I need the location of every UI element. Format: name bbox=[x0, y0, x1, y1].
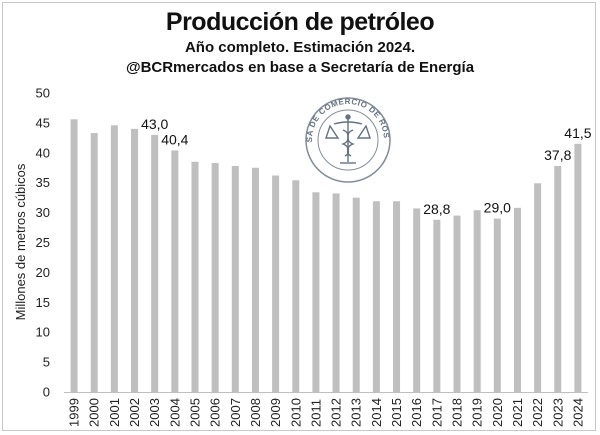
x-tick-label: 2000 bbox=[87, 398, 102, 427]
x-tick-label: 2020 bbox=[490, 398, 505, 427]
y-tick-label: 15 bbox=[36, 295, 50, 310]
x-tick-label: 2006 bbox=[208, 398, 223, 427]
x-tick-label: 2010 bbox=[288, 398, 303, 427]
data-label: 37,8 bbox=[544, 147, 571, 163]
x-tick-label: 2019 bbox=[470, 398, 485, 427]
y-tick-label: 45 bbox=[36, 115, 50, 130]
bar-2022 bbox=[534, 183, 542, 392]
x-tick-label: 2017 bbox=[429, 398, 444, 427]
x-tick-label: 2014 bbox=[369, 398, 384, 427]
bar-2006 bbox=[211, 162, 219, 392]
bar-2012 bbox=[332, 193, 340, 392]
caduceus-scales-icon bbox=[325, 114, 371, 164]
x-tick-label: 2007 bbox=[228, 398, 243, 427]
y-tick-label: 5 bbox=[43, 355, 50, 370]
bar-2019 bbox=[473, 210, 481, 392]
x-tick-label: 2012 bbox=[329, 398, 344, 427]
y-tick-label: 20 bbox=[36, 265, 50, 280]
bar-2017 bbox=[433, 219, 441, 392]
x-tick-label: 2013 bbox=[349, 398, 364, 427]
y-tick-label: 10 bbox=[36, 325, 50, 340]
data-label: 40,4 bbox=[161, 131, 188, 147]
bar-2005 bbox=[191, 161, 199, 392]
y-tick-label: 30 bbox=[36, 205, 50, 220]
bar-2016 bbox=[413, 208, 421, 392]
data-labels: 43,040,4 28,8 29,0 37,8 41,5 bbox=[141, 116, 592, 217]
bar-2008 bbox=[251, 167, 259, 392]
x-tick-label: 2005 bbox=[188, 398, 203, 427]
logo-text: BOLSA DE COMERCIO DE ROSARIO bbox=[0, 0, 391, 142]
x-tick-label: 2024 bbox=[570, 398, 585, 427]
x-tick-label: 2015 bbox=[389, 398, 404, 427]
bar-2024 bbox=[574, 143, 582, 392]
bar-2001 bbox=[110, 125, 118, 393]
bar-2015 bbox=[393, 201, 401, 392]
chart-header: Producción de petróleo Año completo. Est… bbox=[0, 8, 600, 78]
y-tick-label: 0 bbox=[43, 385, 50, 400]
bars bbox=[70, 119, 582, 393]
data-label: 28,8 bbox=[423, 201, 450, 217]
chart-title: Producción de petróleo bbox=[165, 8, 435, 36]
x-tick-label: 2021 bbox=[510, 398, 525, 427]
bar-2002 bbox=[131, 128, 139, 392]
x-tick-label: 2002 bbox=[127, 398, 142, 427]
x-tick-label: 2001 bbox=[107, 398, 122, 427]
x-tick-label: 2018 bbox=[450, 398, 465, 427]
bar-2013 bbox=[352, 197, 360, 392]
x-tick-label: 2023 bbox=[550, 398, 565, 427]
data-label: 41,5 bbox=[564, 125, 591, 141]
y-axis-label: Millones de metros cúbicos bbox=[13, 163, 28, 320]
data-label: 29,0 bbox=[484, 200, 511, 216]
bar-2003 bbox=[151, 134, 159, 393]
data-label: 43,0 bbox=[141, 116, 168, 132]
x-tick-label: 2011 bbox=[308, 399, 323, 427]
x-axis-ticks: 1999 2000 2001 2002 2003 2004 2005 2006 2007 2008… bbox=[67, 398, 586, 427]
y-tick-label: 35 bbox=[36, 175, 50, 190]
bar-2021 bbox=[513, 207, 521, 392]
bar-2009 bbox=[272, 175, 280, 392]
x-tick-label: 2008 bbox=[248, 398, 263, 427]
bar-2018 bbox=[453, 215, 461, 392]
x-tick-label: 2022 bbox=[530, 398, 545, 427]
bar-2004 bbox=[171, 150, 179, 392]
bar-1999 bbox=[70, 119, 78, 392]
x-tick-label: 2004 bbox=[167, 398, 182, 427]
y-tick-label: 40 bbox=[36, 145, 50, 160]
bar-2011 bbox=[312, 192, 320, 392]
chart-source: @BCRmercados en base a Secretaría de Ene… bbox=[125, 59, 475, 76]
bar-2014 bbox=[372, 201, 380, 392]
y-tick-label: 50 bbox=[36, 86, 50, 101]
y-tick-label: 25 bbox=[36, 235, 50, 250]
logo-inner-ring bbox=[317, 109, 379, 171]
x-tick-label: 2016 bbox=[409, 398, 424, 427]
chart-subtitle: Año completo. Estimación 2024. bbox=[184, 39, 416, 56]
bcr-logo-watermark: BOLSA DE COMERCIO DE ROSARIO bbox=[0, 0, 391, 183]
logo-outer-ring bbox=[305, 97, 391, 183]
bar-2000 bbox=[90, 133, 98, 393]
bar-2007 bbox=[231, 165, 239, 392]
x-tick-label: 1999 bbox=[67, 398, 82, 427]
x-tick-label: 2003 bbox=[147, 398, 162, 427]
bar-2010 bbox=[292, 180, 300, 392]
x-tick-label: 2009 bbox=[268, 398, 283, 427]
bar-2023 bbox=[554, 165, 562, 392]
y-axis-ticks: 0 5 10 15 20 25 30 35 40 45 50 bbox=[36, 86, 50, 400]
bar-2020 bbox=[493, 218, 501, 392]
